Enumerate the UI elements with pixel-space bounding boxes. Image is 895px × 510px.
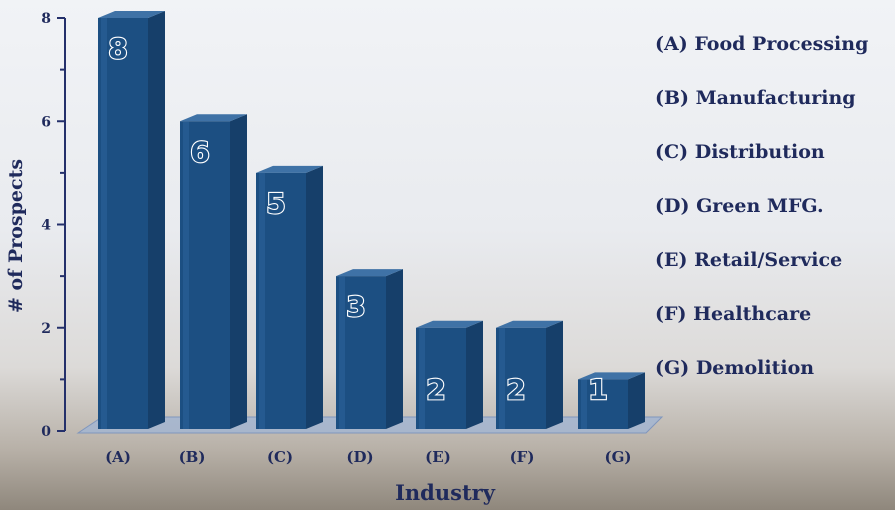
bar-g bbox=[578, 372, 645, 429]
bar-side bbox=[230, 114, 247, 429]
y-tick-label: 4 bbox=[41, 218, 51, 234]
y-tick-label: 2 bbox=[41, 321, 51, 337]
data-label: 2 bbox=[426, 373, 445, 406]
data-label: 1 bbox=[588, 373, 607, 406]
x-axis-title: Industry bbox=[395, 480, 496, 505]
y-tick-label: 0 bbox=[41, 424, 51, 440]
bar-highlight bbox=[339, 276, 345, 429]
legend-item-f: (F) Healthcare bbox=[655, 303, 812, 325]
x-tick-label: (D) bbox=[346, 448, 373, 466]
bar-f bbox=[496, 320, 563, 429]
x-tick-label: (G) bbox=[604, 448, 631, 466]
bar-side bbox=[466, 320, 483, 429]
x-tick-label: (B) bbox=[179, 448, 206, 466]
bar-highlight bbox=[419, 327, 425, 429]
y-axis-title: # of Prospects bbox=[5, 159, 27, 313]
bar-c bbox=[256, 165, 323, 429]
bar-highlight bbox=[581, 379, 587, 429]
y-tick-label: 8 bbox=[41, 11, 51, 27]
bars-layer bbox=[98, 11, 645, 429]
legend-item-a: (A) Food Processing bbox=[655, 33, 869, 55]
legend-item-d: (D) Green MFG. bbox=[655, 195, 824, 217]
legend-item-b: (B) Manufacturing bbox=[655, 87, 856, 109]
bar-top bbox=[578, 372, 645, 380]
bar-side bbox=[306, 165, 323, 429]
legend-item-c: (C) Distribution bbox=[655, 141, 825, 163]
legend-item-e: (E) Retail/Service bbox=[655, 249, 843, 271]
y-tick-label: 6 bbox=[41, 114, 51, 130]
data-label: 5 bbox=[266, 187, 285, 220]
bar-side bbox=[386, 269, 403, 429]
bar-side bbox=[148, 11, 165, 429]
data-label: 8 bbox=[108, 32, 127, 65]
bar-a bbox=[98, 11, 165, 429]
x-tick-label: (E) bbox=[425, 448, 451, 466]
data-label: 3 bbox=[346, 290, 365, 323]
bar-side bbox=[546, 320, 563, 429]
bar-top bbox=[496, 320, 563, 328]
bar-top bbox=[336, 269, 403, 277]
bar-d bbox=[336, 269, 403, 429]
bar-side bbox=[628, 372, 645, 429]
x-tick-label: (F) bbox=[510, 448, 535, 466]
x-tick-label: (C) bbox=[267, 448, 293, 466]
data-label: 6 bbox=[190, 135, 209, 168]
x-tick-label: (A) bbox=[105, 448, 131, 466]
legend-item-g: (G) Demolition bbox=[655, 357, 815, 379]
bar-highlight bbox=[183, 121, 189, 429]
bar-b bbox=[180, 114, 247, 429]
bar-highlight bbox=[101, 18, 107, 429]
bar-highlight bbox=[259, 172, 265, 429]
bar-top bbox=[256, 165, 323, 173]
labels-layer: 8 (A) 6 (B) 5 (C) 3 (D) 2 (E) 2 (F) 1 (G) bbox=[105, 31, 631, 466]
bar-top bbox=[416, 320, 483, 328]
bar-highlight bbox=[499, 327, 505, 429]
legend: (A) Food Processing (B) Manufacturing (C… bbox=[655, 26, 868, 404]
data-label: 2 bbox=[506, 373, 525, 406]
bar-top bbox=[98, 11, 165, 18]
bar-e bbox=[416, 320, 483, 429]
y-axis-layer: 0 2 4 6 8 bbox=[41, 11, 66, 440]
bar-top bbox=[180, 114, 247, 122]
